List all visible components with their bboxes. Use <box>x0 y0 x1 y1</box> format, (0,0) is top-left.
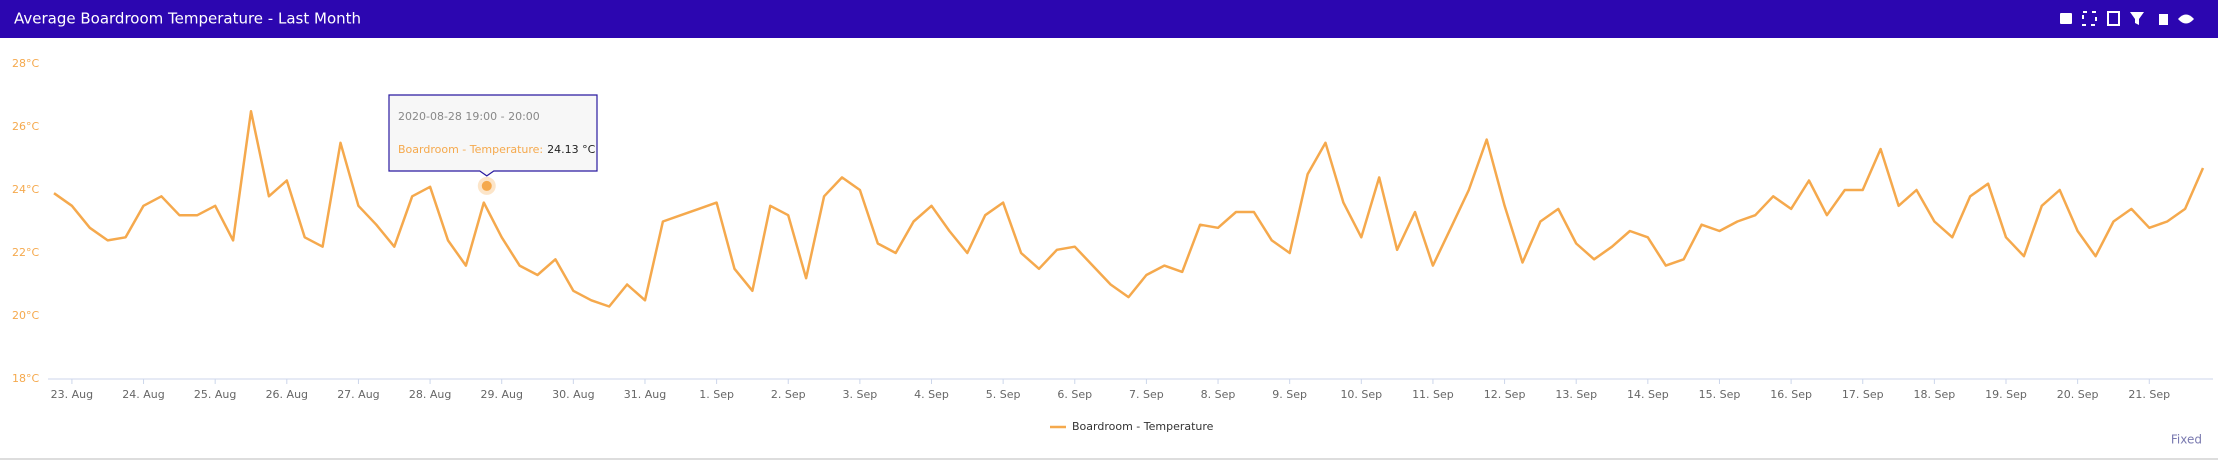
x-tick-label: 10. Sep <box>1340 388 1382 401</box>
tooltip-value: 24.13 °C <box>547 143 595 156</box>
x-tick-label: 23. Aug <box>51 388 93 401</box>
x-tick-label: 9. Sep <box>1272 388 1307 401</box>
x-tick-label: 6. Sep <box>1057 388 1092 401</box>
footer-mode: Fixed <box>2171 433 2202 447</box>
tooltip-series: Boardroom - Temperature: <box>398 143 543 156</box>
x-tick-label: 16. Sep <box>1770 388 1812 401</box>
x-tick-label: 24. Aug <box>122 388 164 401</box>
x-tick-label: 26. Aug <box>266 388 308 401</box>
x-tick-label: 11. Sep <box>1412 388 1454 401</box>
x-tick-label: 30. Aug <box>552 388 594 401</box>
tooltip-time: 2020-08-28 19:00 - 20:00 <box>398 110 540 123</box>
widget-title: Average Boardroom Temperature - Last Mon… <box>14 10 361 28</box>
icon-delete[interactable] <box>2159 14 2168 25</box>
y-tick-label: 18°C <box>12 372 39 385</box>
y-tick-label: 24°C <box>12 183 39 196</box>
x-tick-label: 31. Aug <box>624 388 666 401</box>
x-tick-label: 20. Sep <box>2057 388 2099 401</box>
x-tick-label: 1. Sep <box>699 388 734 401</box>
y-tick-label: 26°C <box>12 120 39 133</box>
header-bar <box>0 0 2218 38</box>
x-tick-label: 29. Aug <box>480 388 522 401</box>
x-tick-label: 13. Sep <box>1555 388 1597 401</box>
x-tick-label: 17. Sep <box>1842 388 1884 401</box>
icon-shrink[interactable] <box>2082 11 2097 26</box>
x-tick-label: 12. Sep <box>1484 388 1526 401</box>
legend-label: Boardroom - Temperature <box>1072 420 1214 433</box>
x-tick-label: 21. Sep <box>2128 388 2170 401</box>
x-tick-label: 15. Sep <box>1699 388 1741 401</box>
x-tick-label: 4. Sep <box>914 388 949 401</box>
x-tick-label: 8. Sep <box>1201 388 1236 401</box>
icon-filter[interactable] <box>2130 12 2144 25</box>
icon-hide[interactable] <box>2178 14 2194 24</box>
icon-copy[interactable] <box>2107 11 2120 26</box>
header-icons <box>2060 11 2194 26</box>
x-tick-label: 2. Sep <box>771 388 806 401</box>
series-line <box>53 110 2205 308</box>
y-tick-label: 28°C <box>12 57 39 70</box>
x-tick-label: 3. Sep <box>843 388 878 401</box>
x-tick-label: 18. Sep <box>1914 388 1956 401</box>
y-tick-label: 20°C <box>12 309 39 322</box>
x-tick-label: 28. Aug <box>409 388 451 401</box>
x-tick-label: 27. Aug <box>337 388 379 401</box>
tooltip-box <box>388 94 598 177</box>
hover-point <box>481 180 492 191</box>
y-tick-label: 22°C <box>12 246 39 259</box>
x-tick-label: 25. Aug <box>194 388 236 401</box>
x-tick-label: 5. Sep <box>986 388 1021 401</box>
icon-camera[interactable] <box>2060 13 2072 24</box>
x-tick-label: 7. Sep <box>1129 388 1164 401</box>
x-tick-label: 14. Sep <box>1627 388 1669 401</box>
x-tick-label: 19. Sep <box>1985 388 2027 401</box>
